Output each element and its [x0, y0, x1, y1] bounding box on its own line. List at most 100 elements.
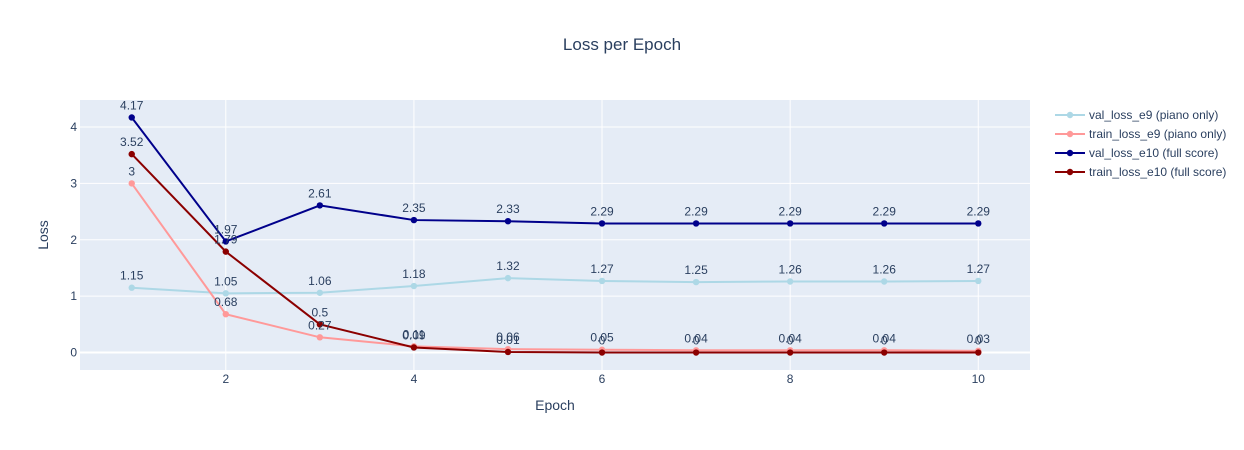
data-label: 2.29 — [873, 204, 897, 218]
series-line[interactable] — [131, 277, 979, 295]
data-point[interactable] — [692, 278, 700, 286]
legend-item[interactable]: val_loss_e9 (piano only) — [1055, 108, 1218, 122]
data-point[interactable] — [692, 220, 700, 227]
x-tick-label: 2 — [222, 372, 229, 386]
data-label: 2.29 — [778, 204, 802, 218]
data-label: 0.04 — [684, 331, 708, 345]
series-line[interactable] — [131, 153, 979, 354]
legend-swatch-marker — [1066, 149, 1074, 157]
data-label: 0.27 — [308, 318, 332, 332]
data-point[interactable] — [786, 349, 794, 356]
data-point[interactable] — [410, 344, 418, 351]
y-tick-label: 1 — [70, 289, 77, 303]
legend-label: val_loss_e10 (full score) — [1089, 146, 1218, 160]
x-tick-label: 6 — [599, 372, 606, 386]
y-tick-label: 0 — [70, 346, 77, 360]
data-point[interactable] — [975, 349, 982, 356]
data-label: 0 — [787, 334, 794, 348]
y-axis-ticks: 0 1 2 3 4 — [70, 120, 77, 359]
data-label: 2.61 — [308, 186, 332, 200]
data-label: 2.35 — [402, 201, 426, 215]
x-tick-label: 10 — [972, 372, 986, 386]
data-label: 0.5 — [312, 305, 329, 319]
series-lines — [128, 114, 982, 356]
data-point[interactable] — [222, 310, 229, 318]
data-label: 0 — [975, 334, 982, 348]
data-point[interactable] — [786, 220, 794, 227]
data-point[interactable] — [410, 282, 418, 290]
data-label: 1.25 — [684, 263, 708, 277]
data-point[interactable] — [881, 220, 888, 227]
data-point[interactable] — [881, 278, 888, 285]
legend-label: train_loss_e10 (full score) — [1089, 165, 1226, 179]
data-point[interactable] — [598, 349, 606, 356]
data-point[interactable] — [598, 220, 606, 227]
data-point[interactable] — [598, 277, 606, 285]
chart-title: Loss per Epoch — [563, 35, 681, 54]
data-point[interactable] — [504, 217, 512, 225]
data-label: 2.29 — [684, 204, 708, 218]
data-point[interactable] — [786, 278, 794, 285]
data-point[interactable] — [316, 289, 324, 296]
data-point[interactable] — [222, 248, 229, 255]
data-point[interactable] — [128, 284, 135, 291]
legend-item[interactable]: train_loss_e9 (piano only) — [1055, 127, 1226, 141]
data-label: 0 — [881, 334, 888, 348]
legend[interactable]: val_loss_e9 (piano only) train_loss_e9 (p… — [1055, 108, 1226, 179]
data-point[interactable] — [975, 277, 982, 285]
data-point[interactable] — [504, 348, 512, 356]
data-point[interactable] — [128, 114, 135, 121]
data-point[interactable] — [504, 274, 512, 282]
data-labels: 1.15 1.05 1.06 1.18 1.32 1.27 1.25 1.26 1.26 1.27… — [120, 98, 990, 347]
data-label: 1.15 — [120, 269, 144, 283]
series-line[interactable] — [130, 116, 979, 243]
data-point[interactable] — [316, 334, 324, 341]
data-label: 1.27 — [967, 262, 991, 276]
data-label: 0.01 — [496, 333, 520, 347]
series-0[interactable] — [128, 274, 982, 297]
series-line[interactable] — [130, 182, 979, 352]
y-tick-label: 4 — [70, 120, 77, 134]
legend-swatch-marker — [1066, 130, 1074, 138]
data-label: 1.06 — [308, 274, 332, 288]
data-point[interactable] — [128, 150, 135, 158]
data-point[interactable] — [222, 290, 229, 297]
data-label: 0.04 — [873, 331, 897, 345]
legend-item[interactable]: val_loss_e10 (full score) — [1055, 146, 1218, 160]
series-3[interactable] — [128, 150, 982, 356]
data-label: 1.26 — [778, 263, 802, 277]
data-point[interactable] — [316, 202, 324, 209]
legend-item[interactable]: train_loss_e10 (full score) — [1055, 165, 1226, 179]
x-tick-label: 8 — [787, 372, 794, 386]
data-label: 3.52 — [120, 135, 144, 149]
data-point[interactable] — [316, 321, 324, 328]
data-point[interactable] — [881, 349, 888, 356]
legend-swatch-marker — [1066, 168, 1074, 176]
x-tick-label: 4 — [411, 372, 418, 386]
data-label: 0 — [693, 334, 700, 348]
data-point[interactable] — [410, 216, 418, 224]
legend-label: val_loss_e9 (piano only) — [1089, 108, 1218, 122]
data-point[interactable] — [975, 220, 982, 227]
legend-label: train_loss_e9 (piano only) — [1089, 127, 1226, 141]
data-label: 1.05 — [214, 274, 238, 288]
data-label: 1.18 — [402, 267, 426, 281]
data-point[interactable] — [128, 180, 135, 187]
data-label: 4.17 — [120, 98, 144, 112]
data-label: 3 — [128, 164, 135, 178]
data-label: 0.09 — [402, 328, 426, 342]
x-axis-ticks: 2 4 6 8 10 — [222, 372, 985, 386]
data-label: 0 — [599, 334, 606, 348]
data-point[interactable] — [692, 349, 700, 356]
data-label: 1.26 — [873, 263, 897, 277]
y-tick-label: 3 — [70, 176, 77, 190]
data-label: 2.33 — [496, 202, 520, 216]
series-2[interactable] — [128, 114, 982, 245]
data-label: 2.29 — [967, 204, 991, 218]
data-point[interactable] — [222, 238, 229, 245]
x-axis-title: Epoch — [535, 397, 575, 413]
data-label: 1.97 — [214, 222, 238, 236]
legend-swatch-marker — [1066, 111, 1074, 119]
data-label: 0.05 — [590, 331, 614, 345]
